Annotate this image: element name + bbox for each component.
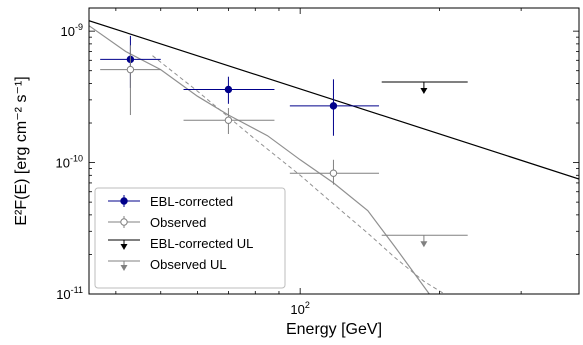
legend-marker [120,197,128,205]
y-tick-label: 10-9 [61,22,83,39]
y-tick-label: 10-11 [56,285,83,302]
legend-marker [120,244,128,250]
data-point [329,169,338,177]
model-curve-5 [89,25,430,294]
data-point [224,116,233,124]
legend-label: Observed [150,215,206,230]
legend-frame [94,187,286,289]
model-curve-6 [152,55,445,294]
x-tick-label: 102 [290,300,309,317]
model-curve-4 [89,20,579,180]
data-points [100,35,468,248]
data-point [224,85,233,94]
y-tick-label: 10-10 [56,154,83,171]
upper-limit-arrow [420,88,428,95]
legend-label: EBL-corrected UL [150,236,253,251]
model-curves [89,20,579,294]
y-axis-label: E²F(E) [erg cm⁻² s⁻¹] [13,76,30,225]
upper-limit-arrow [420,241,428,248]
plot-frame [88,7,580,295]
data-point [126,65,135,74]
legend-label: Observed UL [150,257,227,272]
legend: EBL-corrected Observed EBL-corrected UL Obs… [94,187,286,289]
legend-marker [120,218,128,226]
data-point [329,102,338,110]
legend-label: EBL-corrected [150,194,233,209]
tick-labels: 10-11 10-10 10-9 102 [56,22,310,317]
legend-marker [120,265,128,271]
x-axis-label: Energy [GeV] [286,321,382,338]
